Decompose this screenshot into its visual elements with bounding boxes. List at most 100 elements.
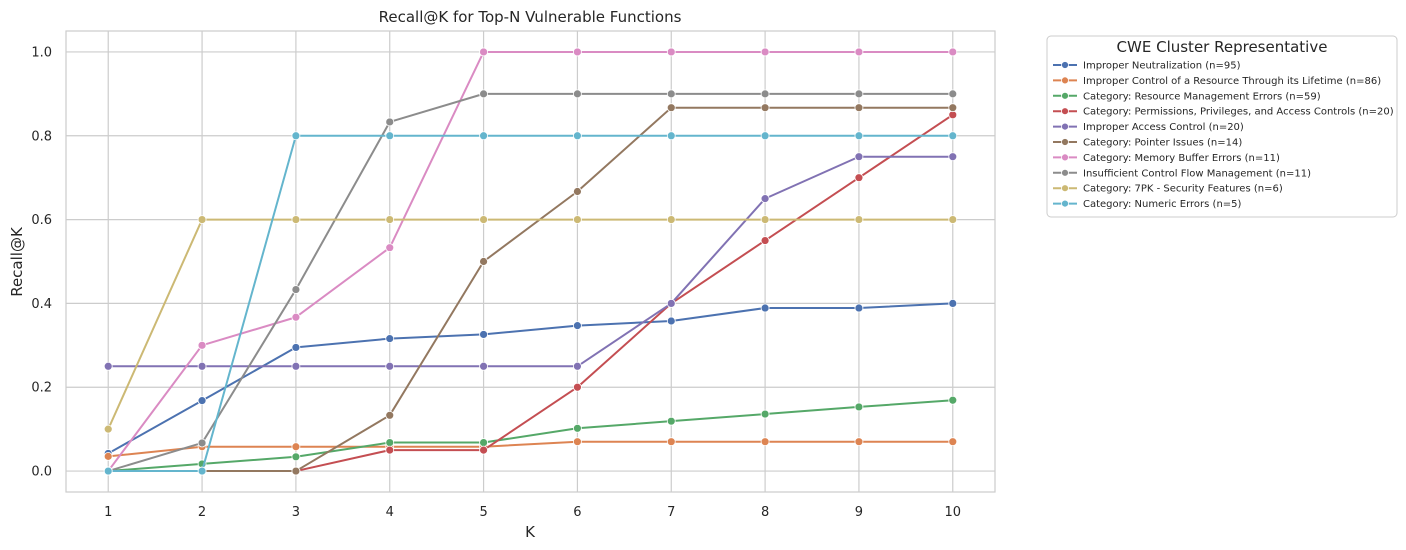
x-tick-label: 3 <box>292 505 300 520</box>
data-point <box>385 243 395 253</box>
series-line <box>108 134 953 473</box>
data-point <box>573 321 582 331</box>
y-tick-label: 0.0 <box>31 465 52 480</box>
data-point <box>666 89 676 99</box>
data-point <box>573 382 582 392</box>
legend-marker <box>1061 184 1069 193</box>
legend-label: Insufficient Control Flow Management (n=… <box>1083 168 1311 179</box>
x-axis-ticks: 1 2 3 4 5 6 7 8 9 10 <box>104 505 961 520</box>
data-point <box>854 402 864 412</box>
legend-label: Improper Neutralization (n=95) <box>1083 61 1241 72</box>
legend-label: Category: Memory Buffer Errors (n=11) <box>1083 153 1280 164</box>
data-point <box>573 361 582 371</box>
x-tick-label: 10 <box>944 505 961 520</box>
data-point <box>385 361 395 371</box>
data-point <box>479 215 488 224</box>
series-line <box>107 50 953 472</box>
data-point <box>760 437 770 447</box>
data-point <box>948 103 958 113</box>
x-tick-label: 4 <box>386 505 394 520</box>
series-10 <box>103 131 958 476</box>
legend-marker <box>1061 107 1069 116</box>
legend-marker <box>1061 76 1069 85</box>
series-7 <box>103 47 958 476</box>
data-point <box>197 466 207 476</box>
legend-marker <box>1061 153 1069 162</box>
legend-label: Improper Access Control (n=20) <box>1083 122 1244 133</box>
x-tick-label: 8 <box>761 505 769 520</box>
legend-item: Category: Permissions, Privileges, and A… <box>1053 107 1394 118</box>
grid <box>66 31 995 492</box>
data-point <box>760 409 770 419</box>
data-point <box>854 89 864 99</box>
data-point <box>291 343 301 352</box>
data-point <box>291 285 301 294</box>
data-point <box>385 334 395 344</box>
data-point <box>197 361 207 371</box>
data-point <box>760 47 770 57</box>
legend-label: Category: Resource Management Errors (n=… <box>1083 91 1321 102</box>
data-point <box>573 187 582 196</box>
legend-label: Category: Permissions, Privileges, and A… <box>1083 107 1394 118</box>
series-6 <box>103 103 958 476</box>
y-axis-ticks: 0.0 0.2 0.4 0.6 0.8 1.0 <box>31 45 52 479</box>
data-point <box>197 438 207 448</box>
data-point <box>385 410 395 420</box>
x-tick-label: 9 <box>855 505 863 520</box>
data-point <box>760 89 770 99</box>
data-point <box>103 451 113 461</box>
data-point <box>385 445 395 455</box>
data-point <box>948 395 958 405</box>
legend-marker <box>1061 168 1069 177</box>
series-line <box>107 302 953 455</box>
data-point <box>948 131 958 141</box>
data-point <box>760 131 770 141</box>
legend-item: Improper Neutralization (n=95) <box>1053 61 1241 72</box>
legend-marker <box>1061 91 1069 100</box>
series-line <box>108 440 953 458</box>
data-point <box>666 215 676 224</box>
legend-item: Insufficient Control Flow Management (n=… <box>1053 168 1311 179</box>
data-point <box>573 437 582 447</box>
legend-item: Category: Numeric Errors (n=5) <box>1053 199 1242 210</box>
data-point <box>385 438 395 447</box>
data-point <box>103 361 113 371</box>
data-point <box>573 423 582 433</box>
data-point <box>291 312 301 322</box>
data-point <box>666 316 676 326</box>
y-tick-label: 0.2 <box>31 381 52 396</box>
data-point <box>197 215 207 224</box>
data-point <box>479 257 488 266</box>
data-point <box>760 103 770 113</box>
series-line <box>108 106 953 473</box>
series-line <box>107 218 953 430</box>
data-point <box>573 131 582 141</box>
legend-marker <box>1061 122 1069 131</box>
legend-item: Category: Resource Management Errors (n=… <box>1053 91 1321 102</box>
legend: CWE Cluster Representative Improper Neut… <box>1046 35 1398 218</box>
data-point <box>197 396 207 406</box>
x-tick-label: 5 <box>479 505 487 520</box>
x-tick-label: 2 <box>198 505 206 520</box>
data-point <box>666 416 676 426</box>
data-point <box>385 117 395 127</box>
plot-area-frame <box>65 30 996 493</box>
series-5 <box>103 152 958 371</box>
legend-item: Category: Pointer Issues (n=14) <box>1053 138 1242 149</box>
y-tick-label: 0.6 <box>31 213 52 228</box>
data-point <box>854 152 864 162</box>
data-point <box>479 438 488 447</box>
data-point <box>291 466 301 476</box>
series-line <box>108 399 953 473</box>
data-point <box>479 131 488 141</box>
x-tick-label: 6 <box>573 505 581 520</box>
x-tick-label: 7 <box>667 505 675 520</box>
data-point <box>291 452 301 462</box>
x-axis-title: K <box>525 523 536 541</box>
data-point <box>103 466 113 476</box>
data-point <box>479 47 488 57</box>
data-point <box>479 361 488 371</box>
data-point <box>760 194 770 204</box>
